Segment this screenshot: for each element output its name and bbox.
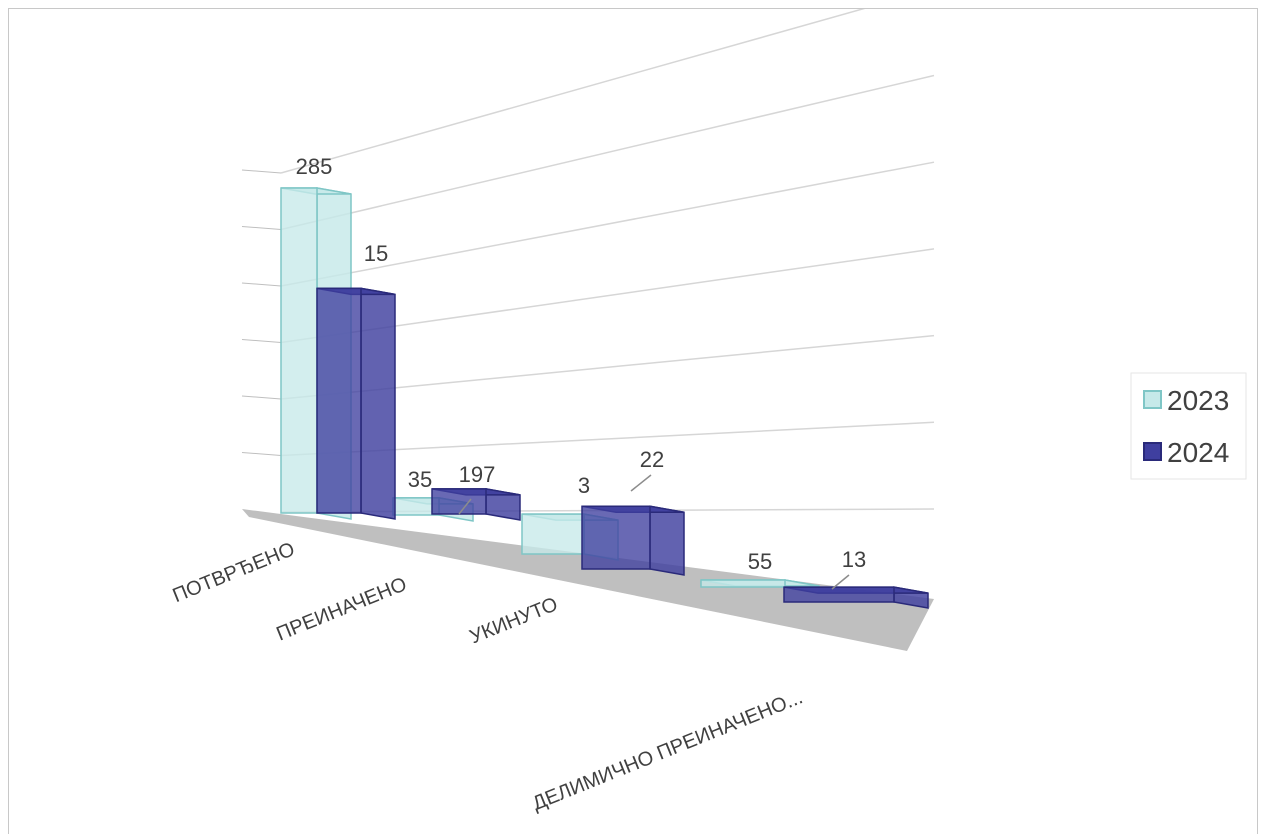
- legend-label-2023: 2023: [1167, 385, 1229, 416]
- bar-2024-2: [581, 505, 685, 576]
- chart-floor: [242, 509, 934, 651]
- gridline-300: [280, 9, 866, 174]
- axis-tick-50: [241, 452, 282, 456]
- legend: 2023 2024: [1130, 372, 1247, 480]
- legend-label-2024: 2024: [1167, 437, 1229, 468]
- floor-plane: [242, 509, 934, 651]
- data-labels: 285 15 35 3 197 22 55 13: [296, 154, 866, 590]
- category-label-3: ДЕЛИМИЧНО ПРЕИНАЧЕНО...: [529, 686, 805, 815]
- data-label-2024-2: 55: [748, 549, 772, 574]
- bar-2024-3: [783, 586, 929, 609]
- leader-line-2024-3: [831, 574, 850, 590]
- gridline-250: [280, 74, 935, 231]
- category-label-2: УКИНУТО: [467, 593, 561, 648]
- data-label-2023-1: 15: [364, 241, 388, 266]
- leader-line-2024-1: [630, 474, 652, 492]
- data-label-2023-0: 285: [296, 154, 333, 179]
- bars-layer: [280, 187, 929, 609]
- chart-frame: 285 15 35 3 197 22 55 13 ПОТВРЂЕНО ПРЕИНАЧЕНО УКИ…: [8, 8, 1258, 834]
- axis-tick-150: [241, 339, 282, 343]
- leader-line-2024-0: [458, 498, 472, 515]
- axis-tick-250: [241, 226, 282, 230]
- gridline-200: [280, 161, 935, 287]
- data-label-2024-1: 22: [640, 447, 664, 472]
- bar-2024-0: [316, 287, 396, 520]
- category-label-0: ПОТВРЂЕНО: [170, 538, 298, 607]
- axis-tick-200: [241, 282, 282, 287]
- data-label-2024-0: 197: [459, 462, 496, 487]
- data-label-2023-2: 35: [408, 467, 432, 492]
- axis-tick-300: [241, 169, 282, 174]
- data-label-2023-3: 3: [578, 473, 590, 498]
- data-label-2024-3: 13: [842, 547, 866, 572]
- category-label-1: ПРЕИНАЧЕНО: [273, 573, 409, 645]
- legend-swatch-2024: [1143, 442, 1162, 461]
- legend-swatch-2023: [1143, 390, 1162, 409]
- bar-2024-1: [431, 488, 521, 521]
- axis-tick-100: [241, 395, 282, 400]
